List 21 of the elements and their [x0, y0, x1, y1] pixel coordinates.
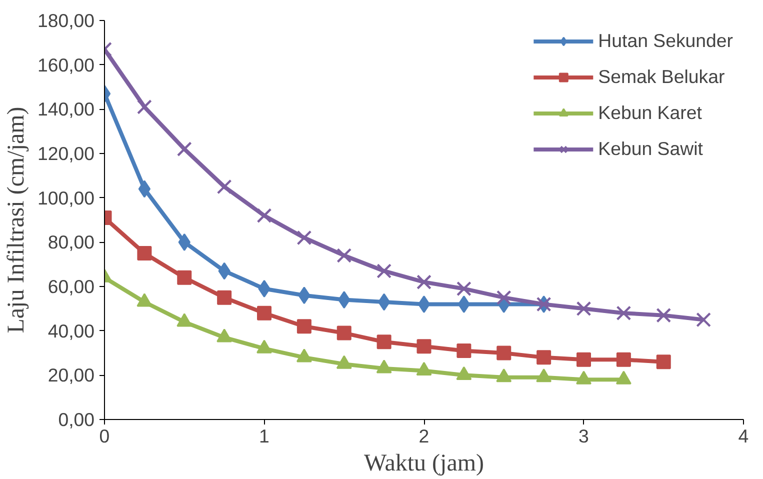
x-tick-label: 1	[259, 426, 270, 446]
y-tick-label: 180,00	[37, 10, 94, 31]
y-tick-label: 80,00	[48, 232, 94, 253]
y-tick-label: 40,00	[48, 320, 94, 342]
legend-label: Hutan Sekunder	[598, 30, 733, 52]
y-tick-label: 120,00	[37, 143, 94, 164]
y-tick-label: 100,00	[37, 187, 94, 208]
y-tick-label: 160,00	[37, 54, 94, 76]
legend-label: Kebun Karet	[598, 102, 702, 124]
y-tick-label: 0,00	[58, 409, 94, 430]
x-axis-title: Waktu (jam)	[364, 450, 484, 476]
legend-label: Semak Belukar	[598, 66, 725, 88]
legend-label: Kebun Sawit	[598, 138, 703, 160]
x-tick-label: 2	[418, 426, 430, 446]
x-tick-label: 0	[99, 426, 110, 446]
y-tick-label: 140,00	[37, 98, 94, 120]
y-tick-label: 60,00	[48, 276, 94, 297]
y-tick-label: 20,00	[48, 364, 94, 386]
x-tick-label: 3	[578, 426, 589, 446]
y-axis-title: Laju Infiltrasi (cm/jam)	[3, 106, 30, 334]
x-tick-label: 4	[738, 426, 749, 446]
